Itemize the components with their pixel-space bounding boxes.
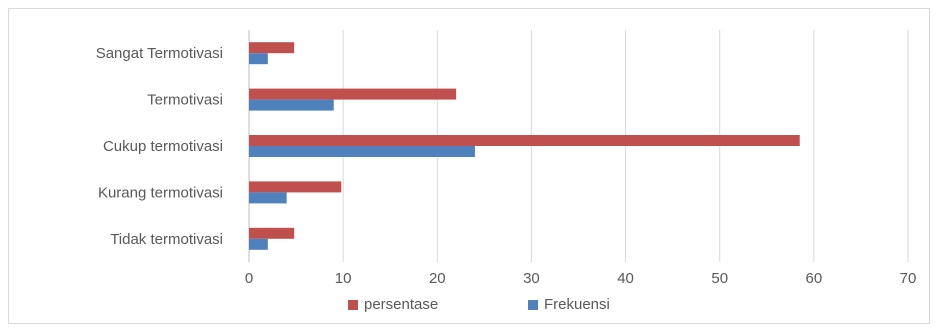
legend-label-frekuensi: Frekuensi bbox=[544, 296, 610, 313]
x-tick-label-30: 30 bbox=[523, 270, 540, 287]
category-label: Kurang termotivasi bbox=[98, 184, 223, 201]
legend-label-persentase: persentase bbox=[364, 296, 438, 313]
bar-frekuensi-3 bbox=[249, 192, 287, 204]
bar-persentase-0 bbox=[249, 42, 295, 54]
bar-frekuensi-1 bbox=[249, 99, 334, 111]
bar-persentase-4 bbox=[249, 227, 295, 239]
x-tick-label-0: 0 bbox=[245, 270, 253, 287]
x-tick-label-70: 70 bbox=[900, 270, 917, 287]
category-label: Cukup termotivasi bbox=[103, 138, 223, 155]
chart-frame bbox=[8, 8, 930, 324]
category-label: Tidak termotivasi bbox=[110, 231, 223, 248]
x-tick-label-10: 10 bbox=[335, 270, 352, 287]
x-tick-label-40: 40 bbox=[617, 270, 634, 287]
legend-swatch-persentase bbox=[348, 300, 358, 310]
bar-frekuensi-4 bbox=[249, 238, 268, 250]
bar-persentase-3 bbox=[249, 181, 342, 193]
x-tick-label-50: 50 bbox=[711, 270, 728, 287]
bar-frekuensi-0 bbox=[249, 53, 268, 65]
bar-persentase-1 bbox=[249, 88, 457, 100]
bar-frekuensi-2 bbox=[249, 146, 475, 157]
x-tick-label-60: 60 bbox=[806, 270, 823, 287]
category-label: Sangat Termotivasi bbox=[96, 45, 223, 62]
bar-persentase-2 bbox=[249, 135, 800, 146]
legend-swatch-frekuensi bbox=[528, 300, 538, 310]
x-tick-label-20: 20 bbox=[429, 270, 446, 287]
category-label: Termotivasi bbox=[147, 92, 223, 109]
